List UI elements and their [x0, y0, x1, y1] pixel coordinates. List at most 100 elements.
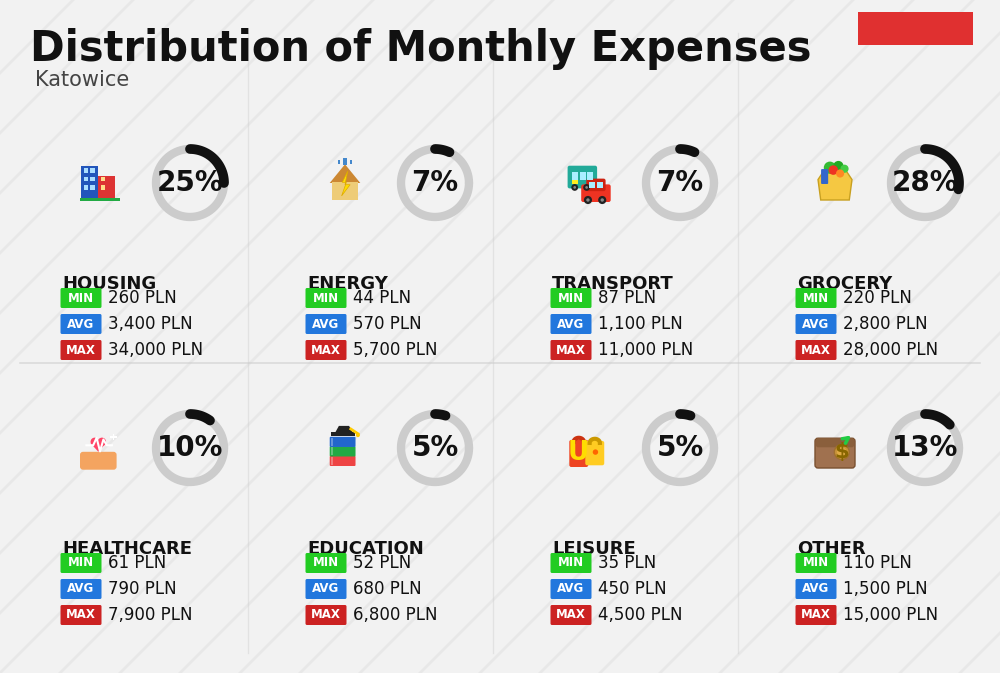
FancyBboxPatch shape: [796, 605, 836, 625]
FancyBboxPatch shape: [550, 288, 592, 308]
Text: 13%: 13%: [892, 434, 958, 462]
Polygon shape: [330, 164, 360, 183]
Text: MAX: MAX: [801, 608, 831, 621]
Circle shape: [824, 162, 836, 174]
FancyBboxPatch shape: [306, 288, 347, 308]
Text: 61 PLN: 61 PLN: [108, 554, 166, 572]
FancyBboxPatch shape: [84, 176, 88, 181]
FancyBboxPatch shape: [110, 436, 117, 438]
FancyBboxPatch shape: [60, 340, 102, 360]
FancyBboxPatch shape: [550, 579, 592, 599]
Text: EDUCATION: EDUCATION: [307, 540, 424, 558]
Text: MIN: MIN: [68, 291, 94, 304]
Circle shape: [571, 184, 578, 191]
Text: Distribution of Monthly Expenses: Distribution of Monthly Expenses: [30, 28, 812, 70]
Text: 5%: 5%: [656, 434, 704, 462]
FancyBboxPatch shape: [550, 340, 592, 360]
FancyBboxPatch shape: [331, 438, 333, 446]
FancyBboxPatch shape: [796, 288, 836, 308]
FancyBboxPatch shape: [306, 340, 347, 360]
FancyBboxPatch shape: [796, 579, 836, 599]
FancyBboxPatch shape: [90, 185, 95, 190]
Text: 110 PLN: 110 PLN: [843, 554, 912, 572]
Circle shape: [98, 437, 106, 446]
Text: 680 PLN: 680 PLN: [353, 580, 422, 598]
FancyBboxPatch shape: [572, 172, 578, 180]
FancyBboxPatch shape: [580, 172, 586, 180]
FancyBboxPatch shape: [90, 176, 95, 181]
FancyBboxPatch shape: [568, 166, 597, 188]
Text: 44 PLN: 44 PLN: [353, 289, 411, 307]
Text: 220 PLN: 220 PLN: [843, 289, 912, 307]
Text: AVG: AVG: [557, 583, 585, 596]
FancyBboxPatch shape: [585, 441, 604, 465]
FancyBboxPatch shape: [597, 182, 603, 188]
FancyBboxPatch shape: [350, 160, 352, 164]
Polygon shape: [818, 170, 852, 200]
FancyBboxPatch shape: [80, 452, 117, 470]
Text: MIN: MIN: [803, 291, 829, 304]
Text: 28,000 PLN: 28,000 PLN: [843, 341, 938, 359]
Text: 15,000 PLN: 15,000 PLN: [843, 606, 938, 624]
Circle shape: [585, 186, 588, 189]
Text: 570 PLN: 570 PLN: [353, 315, 422, 333]
Text: Katowice: Katowice: [35, 70, 129, 90]
FancyBboxPatch shape: [589, 182, 595, 188]
Text: HOUSING: HOUSING: [62, 275, 156, 293]
Text: AVG: AVG: [802, 318, 830, 330]
Text: 7%: 7%: [411, 169, 459, 197]
Text: 87 PLN: 87 PLN: [598, 289, 656, 307]
Text: 5%: 5%: [411, 434, 459, 462]
FancyBboxPatch shape: [816, 438, 854, 448]
Text: TRANSPORT: TRANSPORT: [552, 275, 674, 293]
Circle shape: [356, 433, 360, 437]
FancyBboxPatch shape: [330, 446, 356, 456]
Text: MAX: MAX: [66, 608, 96, 621]
Text: 4,500 PLN: 4,500 PLN: [598, 606, 682, 624]
Text: MIN: MIN: [313, 557, 339, 569]
Text: MIN: MIN: [558, 291, 584, 304]
Text: 25%: 25%: [157, 169, 223, 197]
Circle shape: [593, 450, 598, 455]
Text: 34,000 PLN: 34,000 PLN: [108, 341, 203, 359]
Text: MIN: MIN: [68, 557, 94, 569]
FancyBboxPatch shape: [343, 158, 347, 166]
Circle shape: [834, 445, 849, 460]
FancyBboxPatch shape: [330, 437, 356, 447]
FancyBboxPatch shape: [90, 168, 95, 173]
FancyBboxPatch shape: [796, 553, 836, 573]
FancyBboxPatch shape: [330, 456, 356, 466]
Text: AVG: AVG: [312, 583, 340, 596]
Polygon shape: [335, 426, 352, 432]
FancyBboxPatch shape: [98, 176, 115, 200]
Polygon shape: [91, 444, 106, 452]
FancyBboxPatch shape: [332, 182, 358, 200]
Text: MAX: MAX: [801, 343, 831, 357]
Text: 5,700 PLN: 5,700 PLN: [353, 341, 438, 359]
FancyBboxPatch shape: [587, 172, 593, 180]
Text: 260 PLN: 260 PLN: [108, 289, 177, 307]
Text: 1,100 PLN: 1,100 PLN: [598, 315, 683, 333]
FancyBboxPatch shape: [331, 448, 333, 456]
Circle shape: [91, 437, 99, 446]
Circle shape: [836, 170, 844, 178]
Text: MIN: MIN: [313, 291, 339, 304]
FancyBboxPatch shape: [101, 176, 105, 181]
FancyBboxPatch shape: [331, 457, 333, 465]
Circle shape: [840, 165, 849, 173]
FancyBboxPatch shape: [84, 185, 88, 190]
Text: AVG: AVG: [557, 318, 585, 330]
FancyBboxPatch shape: [60, 553, 102, 573]
Text: 10%: 10%: [157, 434, 223, 462]
Text: 52 PLN: 52 PLN: [353, 554, 411, 572]
FancyBboxPatch shape: [60, 605, 102, 625]
FancyBboxPatch shape: [821, 169, 828, 184]
FancyBboxPatch shape: [84, 168, 88, 173]
Circle shape: [837, 448, 847, 457]
FancyBboxPatch shape: [858, 12, 973, 45]
FancyBboxPatch shape: [572, 180, 578, 184]
FancyBboxPatch shape: [815, 438, 855, 468]
Polygon shape: [342, 171, 350, 196]
FancyBboxPatch shape: [80, 198, 120, 201]
FancyBboxPatch shape: [306, 605, 347, 625]
